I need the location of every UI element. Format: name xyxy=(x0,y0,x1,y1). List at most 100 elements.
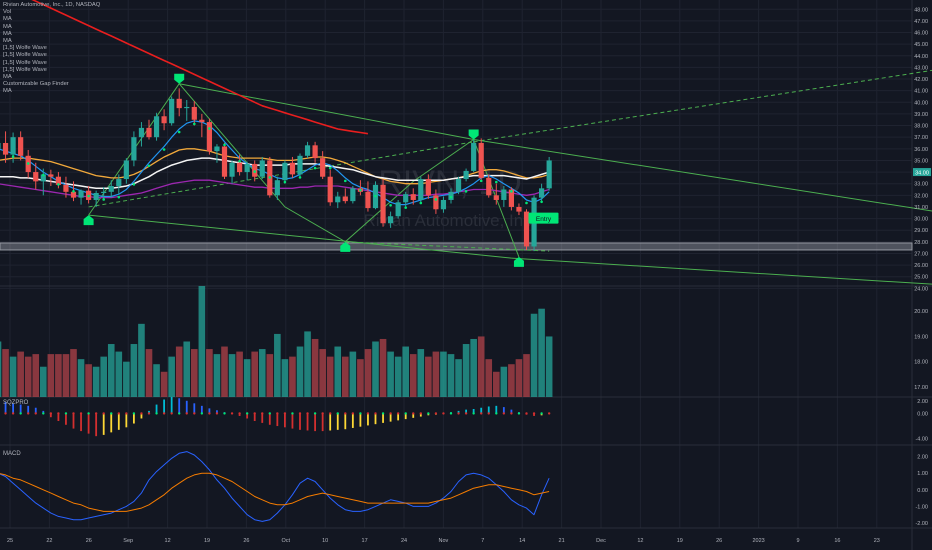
sqz-bar xyxy=(299,413,301,430)
legend-wolfe-2[interactable]: [1,5] Wolfe Wave xyxy=(3,52,47,59)
sqz-dot xyxy=(94,412,98,415)
volume-bar xyxy=(455,359,462,397)
sqz-dot xyxy=(434,412,438,415)
candle-body xyxy=(18,137,24,156)
wolfe-point-marker xyxy=(340,241,351,252)
sqz-bar xyxy=(314,413,316,432)
candle-body xyxy=(342,196,348,202)
volume-bar xyxy=(485,359,493,397)
time-axis-label: 9 xyxy=(796,538,799,544)
trend-dot xyxy=(419,201,423,205)
legend-gap-finder[interactable]: Customizable Gap Finder xyxy=(3,81,69,88)
time-axis-label: 17 xyxy=(362,538,368,544)
trend-dot xyxy=(117,195,121,199)
volume-bar xyxy=(417,349,425,397)
trend-dot xyxy=(404,206,408,209)
sqz-bar xyxy=(457,410,460,414)
volume-bar xyxy=(62,354,70,397)
legend-vol[interactable]: Vol xyxy=(3,9,12,16)
candle-body xyxy=(433,195,439,210)
macd-axis-label: 1.00 xyxy=(917,471,928,477)
sqz-bar xyxy=(117,413,120,430)
sqz-bar xyxy=(367,413,369,426)
price-axis-label: 45.00 xyxy=(914,42,928,48)
last-price-tag xyxy=(913,168,931,177)
sqz-bar xyxy=(397,413,400,421)
sqzpro-pane-label[interactable]: SQZPRO xyxy=(3,400,29,406)
price-axis-label: 39.00 xyxy=(914,112,928,118)
sqz-bar xyxy=(321,413,324,432)
volume-bar xyxy=(319,349,326,397)
time-axis-label: 25 xyxy=(7,538,13,544)
candle-body xyxy=(486,177,492,196)
candle-body xyxy=(403,194,409,203)
candle-body xyxy=(176,98,182,109)
entry-label: Entry xyxy=(536,216,552,223)
legend-wolfe-4[interactable]: [1,5] Wolfe Wave xyxy=(3,66,47,73)
sqz-dot xyxy=(291,412,294,415)
sqz-dot xyxy=(412,412,415,415)
time-axis-label: 12 xyxy=(637,538,643,544)
volume-bar xyxy=(326,356,334,397)
wolfe-line-extension xyxy=(511,257,932,285)
sqz-dot xyxy=(79,412,83,415)
legend-ma-1[interactable]: MA xyxy=(3,16,12,23)
volume-bar xyxy=(183,341,191,397)
candle-body xyxy=(380,184,386,224)
volume-bar xyxy=(296,346,304,397)
volume-bar xyxy=(379,338,387,397)
legend-ma-4[interactable]: MA xyxy=(3,38,12,45)
legend-wolfe-3[interactable]: [1,5] Wolfe Wave xyxy=(3,59,47,66)
sqz-bar xyxy=(208,408,211,414)
volume-bar xyxy=(342,356,349,397)
price-axis-label: 29.00 xyxy=(914,228,928,234)
volume-bar xyxy=(123,361,130,397)
time-axis-label: 26 xyxy=(243,538,249,544)
legend-ma-5[interactable]: MA xyxy=(3,74,12,81)
legend-ma-3[interactable]: MA xyxy=(3,30,12,37)
sqz-dot xyxy=(502,412,506,415)
macd-pane-label[interactable]: MACD xyxy=(3,451,21,457)
price-axis-label: 36.00 xyxy=(914,147,928,153)
sqz-dot xyxy=(472,412,475,415)
wolfe-line-extension xyxy=(473,69,932,143)
candle-body xyxy=(214,146,220,152)
sqz-bar xyxy=(87,413,90,434)
sqz-dot xyxy=(208,412,211,415)
candle-body xyxy=(463,170,469,180)
trend-dot xyxy=(495,180,498,184)
price-axis-label: 37.00 xyxy=(914,135,928,141)
sqz-dot xyxy=(351,412,355,415)
sqz-dot xyxy=(64,412,68,415)
instrument-title[interactable]: Rivian Automotive, Inc., 1D, NASDAQ xyxy=(3,2,101,8)
sqz-dot xyxy=(532,412,536,415)
entry-box xyxy=(528,212,559,224)
sqz-dot xyxy=(19,412,22,415)
sqz-bar xyxy=(472,409,475,414)
volume-bar xyxy=(236,351,243,397)
sqz-bar xyxy=(49,413,52,418)
sqz-dot xyxy=(457,412,460,415)
sqz-bar xyxy=(329,413,332,431)
volume-bar xyxy=(281,359,289,397)
volume-bar xyxy=(349,351,357,397)
legend-wolfe-1[interactable]: [1,5] Wolfe Wave xyxy=(3,45,47,52)
volume-bar xyxy=(191,349,198,397)
sqz-bar xyxy=(374,413,377,425)
candle-body xyxy=(40,174,46,182)
time-axis-label: 16 xyxy=(834,538,840,544)
legend-ma-6[interactable]: MA xyxy=(3,88,12,95)
price-axis-label: 28.00 xyxy=(914,240,928,246)
sqz-dot xyxy=(34,412,37,415)
price-axis-label: 26.00 xyxy=(914,263,928,269)
price-axis-label: 48.00 xyxy=(914,7,928,13)
candle-body xyxy=(229,162,235,177)
legend-ma-2[interactable]: MA xyxy=(3,23,12,30)
volume-bar xyxy=(493,371,500,397)
wolfe-line-extension xyxy=(473,139,932,212)
trend-dots xyxy=(11,122,543,209)
price-axis-label: 41.00 xyxy=(914,89,928,95)
time-axis-label: Oct xyxy=(282,538,291,544)
sqz-dot xyxy=(344,412,347,415)
